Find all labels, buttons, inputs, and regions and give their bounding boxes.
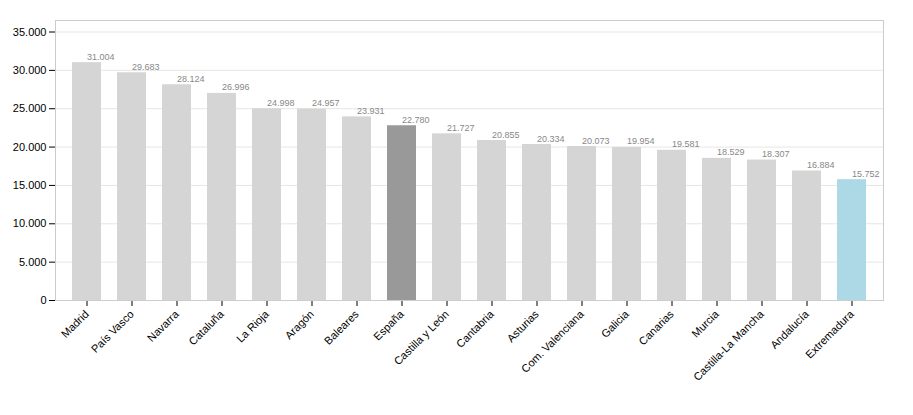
svg-text:35.000: 35.000 [13, 26, 47, 38]
svg-text:La Rioja: La Rioja [234, 307, 272, 345]
svg-text:15.752: 15.752 [852, 169, 880, 179]
svg-text:Cataluña: Cataluña [186, 307, 226, 347]
svg-text:22.780: 22.780 [402, 115, 430, 125]
svg-text:16.884: 16.884 [807, 160, 835, 170]
svg-text:Navarra: Navarra [145, 307, 182, 344]
svg-text:25.000: 25.000 [13, 102, 47, 114]
svg-text:15.000: 15.000 [13, 179, 47, 191]
svg-text:24.957: 24.957 [312, 98, 340, 108]
svg-text:26.996: 26.996 [222, 82, 250, 92]
svg-text:19.954: 19.954 [627, 136, 655, 146]
svg-text:Aragón: Aragón [282, 308, 316, 342]
svg-text:30.000: 30.000 [13, 64, 47, 76]
svg-text:24.998: 24.998 [267, 98, 295, 108]
svg-text:Com. Valenciana: Com. Valenciana [519, 307, 587, 375]
svg-text:País Vasco: País Vasco [89, 308, 136, 355]
svg-text:20.334: 20.334 [537, 134, 565, 144]
svg-text:Baleares: Baleares [322, 307, 362, 347]
svg-text:20.073: 20.073 [582, 136, 610, 146]
svg-text:Andalucía: Andalucía [768, 307, 812, 351]
svg-text:28.124: 28.124 [177, 74, 205, 84]
svg-text:Castilla y León: Castilla y León [391, 308, 451, 368]
svg-text:España: España [371, 307, 406, 342]
svg-text:Murcia: Murcia [689, 307, 721, 339]
svg-text:Galicia: Galicia [599, 307, 632, 340]
svg-text:18.307: 18.307 [762, 149, 790, 159]
svg-text:5.000: 5.000 [19, 256, 47, 268]
svg-text:21.727: 21.727 [447, 123, 475, 133]
svg-text:31.004: 31.004 [87, 52, 115, 62]
svg-text:19.581: 19.581 [672, 139, 700, 149]
svg-text:23.931: 23.931 [357, 106, 385, 116]
svg-text:Cantabria: Cantabria [454, 307, 497, 350]
svg-text:Extremadura: Extremadura [803, 307, 857, 361]
svg-text:0: 0 [40, 294, 46, 306]
svg-text:Castilla-La Mancha: Castilla-La Mancha [691, 307, 767, 383]
svg-text:29.683: 29.683 [132, 62, 160, 72]
svg-text:Canarias: Canarias [636, 307, 676, 347]
svg-text:Madrid: Madrid [59, 308, 91, 340]
svg-text:20.000: 20.000 [13, 141, 47, 153]
svg-text:18.529: 18.529 [717, 147, 745, 157]
svg-text:10.000: 10.000 [13, 217, 47, 229]
svg-text:Asturias: Asturias [504, 307, 541, 344]
svg-text:20.855: 20.855 [492, 130, 520, 140]
